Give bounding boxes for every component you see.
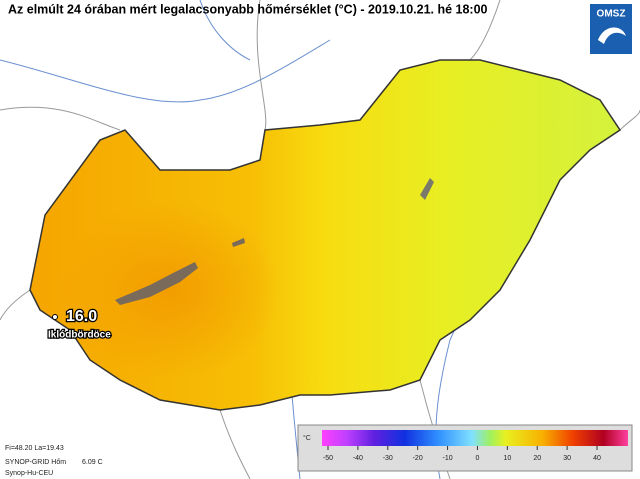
color-bar [322,430,628,446]
tick-label: 0 [475,455,479,462]
title: Az elmúlt 24 órában mért legalacsonyabb … [8,2,488,16]
tick-label: -20 [413,455,423,462]
info-coords: Fi=48.20 La=19.43 [5,445,64,452]
logo-wave [598,27,626,44]
tick-label: 20 [533,455,541,462]
lake-balaton [115,262,198,305]
tick-label: -30 [383,455,393,462]
tick-label: -10 [442,455,452,462]
tick-label: -40 [353,455,363,462]
tick-label: -50 [323,455,333,462]
tick-label: 10 [503,455,511,462]
lake-tisza [420,178,434,200]
tick-label: 30 [563,455,571,462]
info-grid: Synop-Hu-CEU [5,470,53,477]
tick-label: 40 [593,455,601,462]
info-source: SYNOP-GRID Hőm [5,459,66,466]
lake-velence [232,238,245,247]
station-value: 16.0 [66,308,97,325]
logo: OMSZ [590,4,632,54]
warm-area [60,200,280,380]
info-reading: 6.09 C [82,459,103,466]
legend-unit: °C [303,434,311,442]
legend: °C -50 -40 -30 -20 -10 0 10 20 30 40 [297,424,633,472]
station-dot [52,314,58,320]
station-name: Iklódbördöce [48,330,111,341]
logo-text: OMSZ [597,9,626,20]
